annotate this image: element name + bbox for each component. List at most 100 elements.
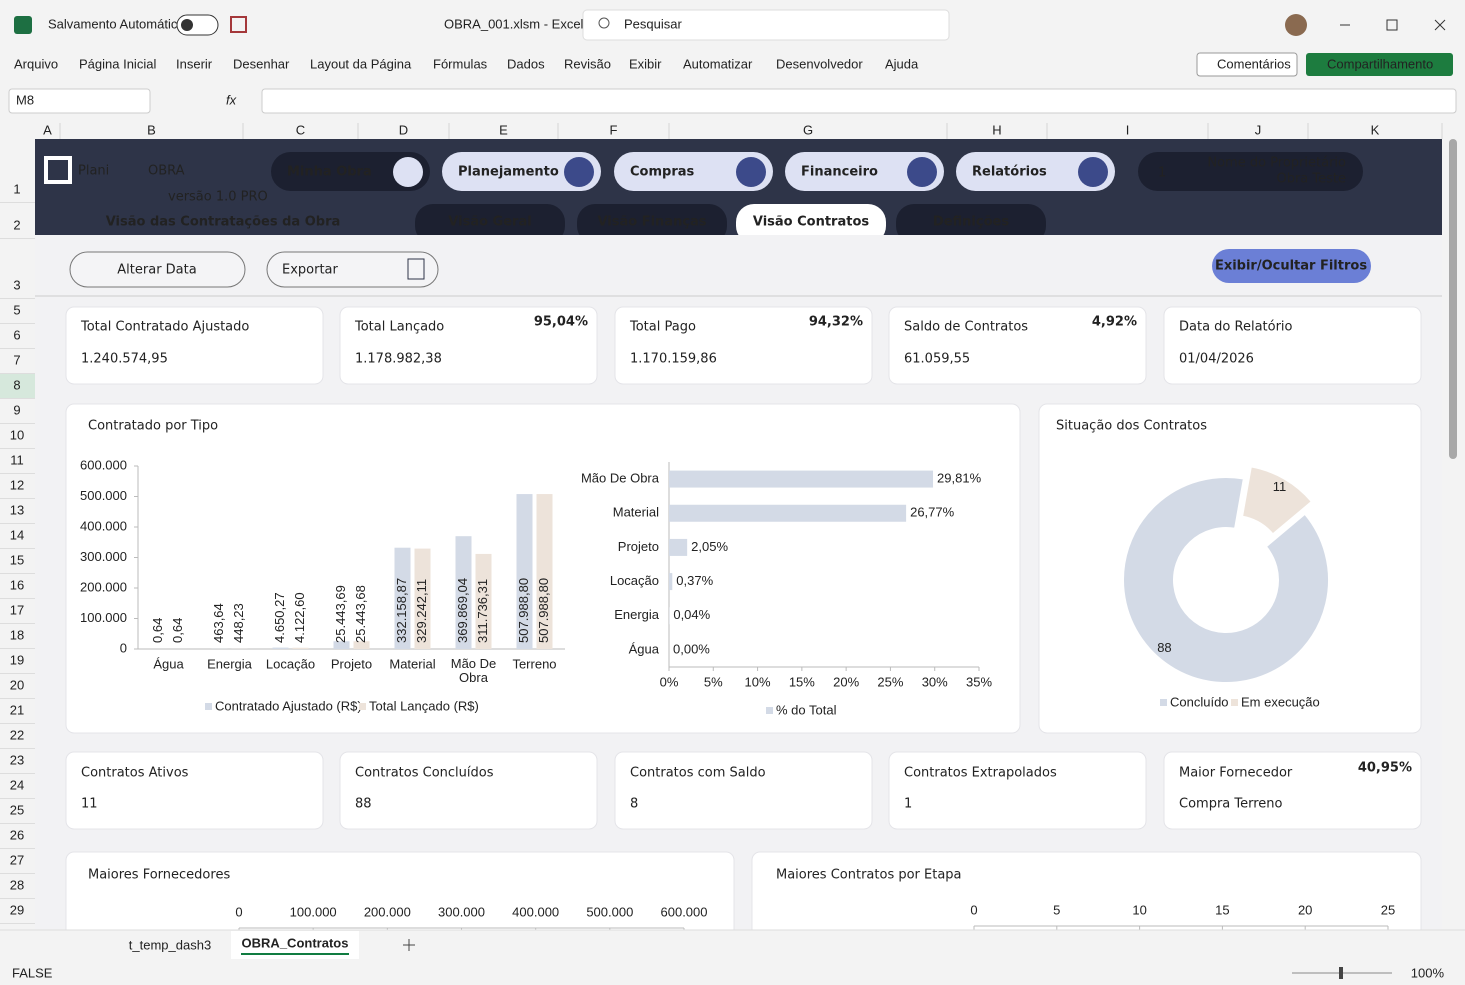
x-tick-label: 400.000: [512, 904, 559, 919]
row-header: 6: [13, 327, 20, 342]
kpi-card: [614, 306, 873, 385]
dashboard-tab-label: Visão Finanças: [597, 215, 706, 230]
legend-swatch: [205, 703, 212, 710]
x-tick-label: 0%: [660, 674, 679, 689]
nav-label: Planejamento: [458, 165, 559, 180]
column-header: G: [803, 122, 813, 137]
sheet-tab[interactable]: t_temp_dash3: [129, 937, 211, 952]
row-header: 28: [10, 877, 24, 892]
bar-value-label: 0,64: [150, 618, 165, 643]
bar: [536, 494, 553, 649]
share-button[interactable]: [1306, 53, 1453, 76]
scrollbar-thumb[interactable]: [1449, 139, 1457, 459]
menu-item[interactable]: Automatizar: [683, 56, 753, 71]
kpi-label: Maior Fornecedor: [1179, 766, 1293, 781]
dashboard-tab-label: Visão Contratos: [753, 215, 870, 230]
bar-value-label: 332.158,87: [394, 578, 409, 643]
zoom-thumb[interactable]: [1339, 967, 1343, 979]
bar: [669, 573, 673, 591]
formula-input[interactable]: [261, 88, 1457, 114]
bar-value-label: 0,64: [170, 618, 185, 643]
name-box[interactable]: [8, 88, 151, 114]
dashboard-subtitle: Visão das Contratações da Obra: [106, 215, 341, 230]
nav-icon: [564, 157, 594, 187]
bar-value-label: 25.443,68: [353, 585, 368, 643]
maximize[interactable]: [1386, 19, 1398, 31]
y-tick-label: Projeto: [618, 539, 659, 554]
nav-button[interactable]: [785, 152, 944, 191]
filters-button[interactable]: [1212, 249, 1371, 283]
menu-item[interactable]: Exibir: [629, 56, 662, 71]
row-header: 26: [10, 827, 24, 842]
header-cover: [35, 235, 1442, 245]
y-tick-label: Material: [613, 505, 659, 520]
menu-item[interactable]: Desenhar: [233, 56, 290, 71]
menu-item[interactable]: Inserir: [176, 56, 213, 71]
kpi-value: 1.178.982,38: [355, 352, 442, 367]
sheet-tab[interactable]: OBRA_Contratos: [242, 935, 349, 950]
row-header: 27: [10, 852, 24, 867]
x-tick-label: 0: [235, 904, 242, 919]
row-header: 8: [13, 377, 20, 392]
kpi-card: [888, 306, 1147, 385]
kpi-pct: 94,32%: [809, 315, 863, 330]
autosave-label: Salvamento Automático: [48, 16, 185, 31]
menu-item[interactable]: Arquivo: [14, 56, 58, 71]
x-tick-label: 25%: [877, 674, 903, 689]
dashboard-tab[interactable]: [577, 204, 727, 244]
kpi-label: Contratos Ativos: [81, 766, 189, 781]
nav-label: Financeiro: [801, 165, 878, 180]
row-header: 16: [10, 577, 24, 592]
x-tick-label: 5%: [704, 674, 723, 689]
dashboard-tab[interactable]: [896, 204, 1046, 244]
x-tick-label: Material: [389, 656, 435, 671]
x-tick-label: 10%: [745, 674, 771, 689]
bar-value-label: 0,37%: [676, 573, 713, 588]
bar: [414, 548, 431, 649]
menu-item[interactable]: Layout da Página: [310, 56, 412, 71]
name-box-value: M8: [16, 92, 34, 107]
dashboard-tab[interactable]: [736, 204, 886, 244]
nav-button[interactable]: [956, 152, 1115, 191]
menu-item[interactable]: Fórmulas: [433, 56, 488, 71]
bar-value-label: 4.122,60: [292, 592, 307, 643]
menu-item[interactable]: Página Inicial: [79, 56, 156, 71]
kpi-label: Contratos com Saldo: [630, 766, 766, 781]
save-icon[interactable]: [230, 16, 247, 33]
nav-button[interactable]: [271, 152, 430, 191]
close: [1434, 19, 1446, 31]
menu-item[interactable]: Dados: [507, 56, 545, 71]
menu-item[interactable]: Revisão: [564, 56, 611, 71]
row-header: 23: [10, 752, 24, 767]
nav-button[interactable]: [442, 152, 601, 191]
nav-icon: [393, 157, 423, 187]
toggle-knob: [181, 19, 193, 31]
x-tick-label: 20%: [833, 674, 859, 689]
comments-button[interactable]: [1196, 52, 1298, 77]
legend-label: Em execução: [1241, 694, 1320, 709]
nav-button[interactable]: [614, 152, 773, 191]
x-tick-label: 10: [1132, 902, 1146, 917]
menu-item[interactable]: Ajuda: [885, 56, 919, 71]
menu-item[interactable]: Desenvolvedor: [776, 56, 863, 71]
avatar[interactable]: [1285, 14, 1307, 36]
kpi-value: Compra Terreno: [1179, 797, 1283, 812]
bar-value-label: 0,04%: [673, 607, 710, 622]
x-tick-label: Água: [153, 656, 184, 671]
dashboard-tab[interactable]: [415, 204, 565, 244]
row-header: 13: [10, 502, 24, 517]
logo-mark: [44, 156, 72, 184]
column-header: A: [43, 122, 52, 137]
x-tick-label: Mão De Obra: [451, 656, 497, 685]
kpi-card: [1163, 306, 1422, 385]
chart-card: [1038, 403, 1422, 734]
row-header: 3: [13, 277, 20, 292]
row-header: 2: [13, 217, 20, 232]
nav-label: Compras: [630, 165, 695, 180]
nav-icon: [736, 157, 766, 187]
bar-value-label: 26,77%: [910, 505, 955, 520]
alter-date-button[interactable]: [69, 251, 246, 288]
export-button[interactable]: [266, 251, 439, 288]
filters-label: Exibir/Ocultar Filtros: [1215, 259, 1367, 274]
search-box[interactable]: [582, 9, 950, 41]
